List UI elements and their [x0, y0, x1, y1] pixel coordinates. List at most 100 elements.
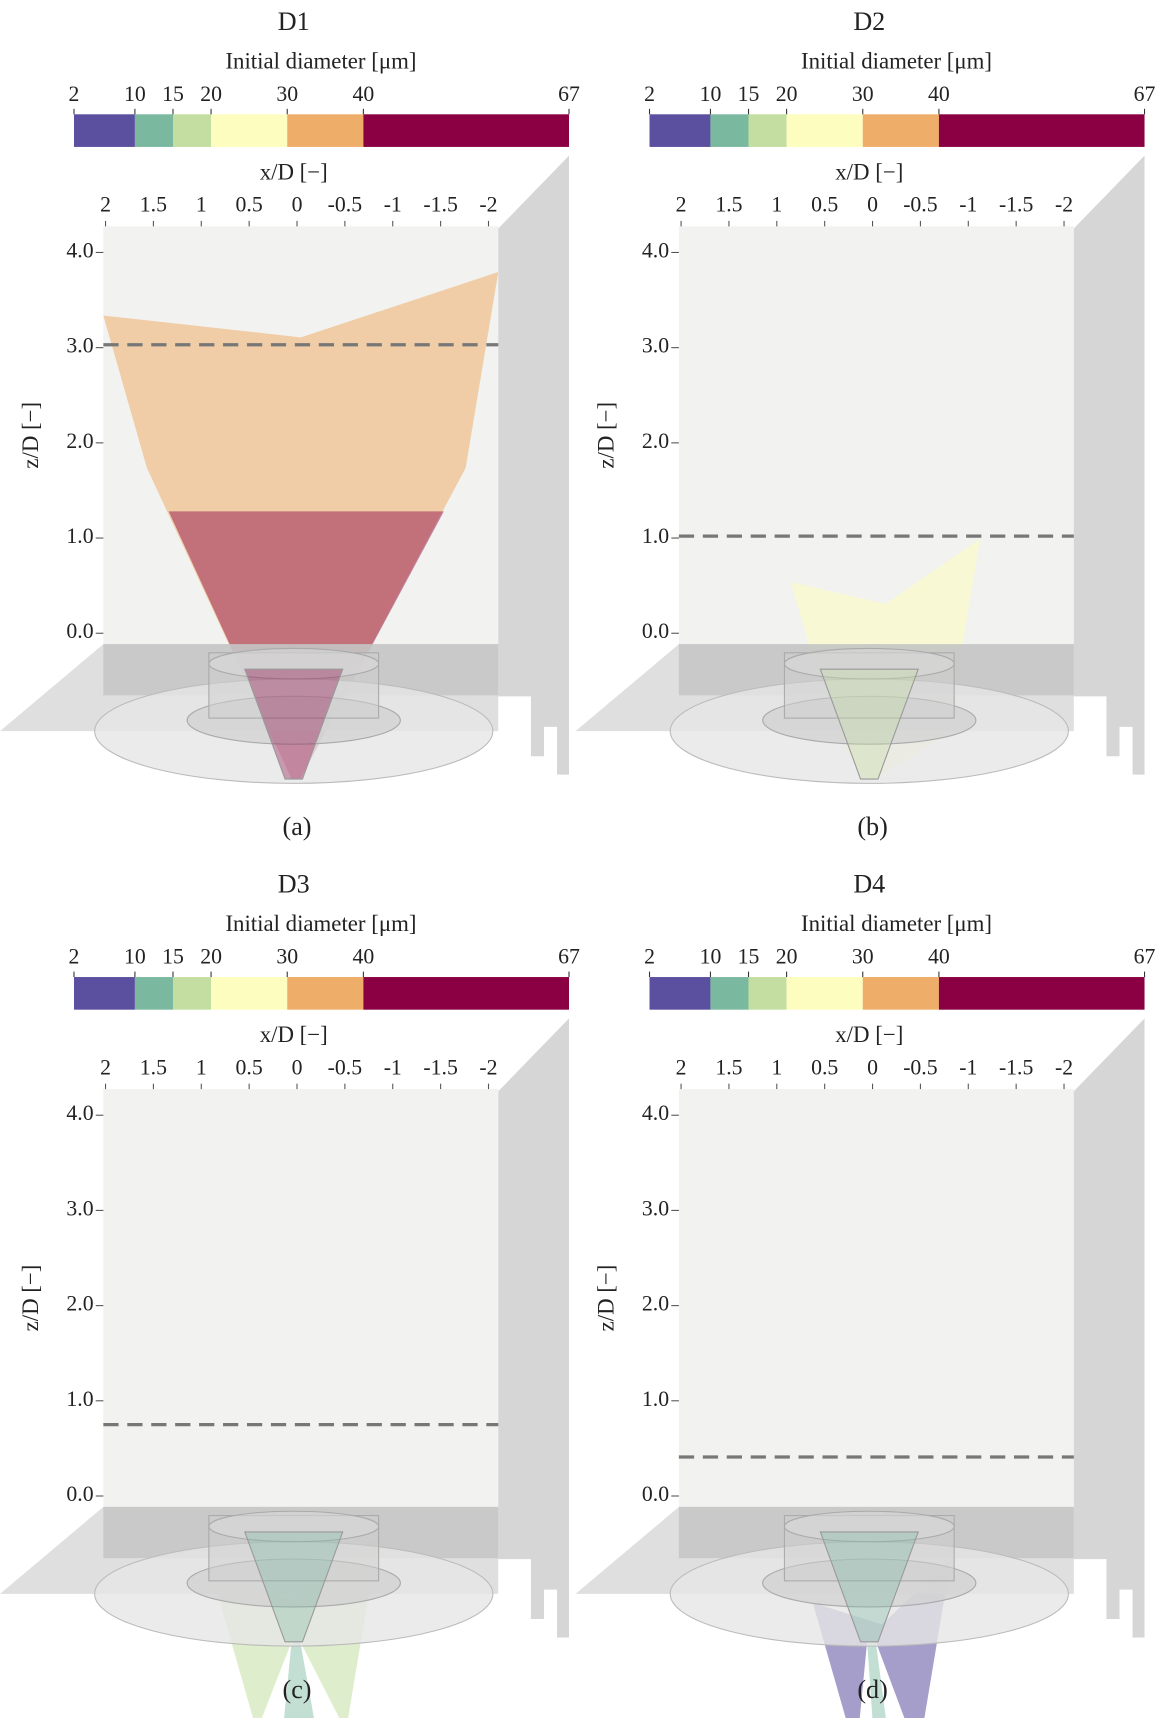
x-tick-label: -1.5	[423, 1056, 458, 1080]
colorbar-segment	[748, 114, 787, 147]
y-axis-label: z/D [−]	[18, 402, 43, 469]
x-axis-label: x/D [−]	[835, 159, 903, 184]
x-tick-label: 0	[867, 1056, 878, 1080]
side-wall	[498, 1018, 570, 1638]
spray	[103, 272, 499, 780]
y-tick-label: 0.0	[66, 619, 93, 643]
colorbar-segment	[363, 114, 570, 147]
x-axis-label: x/D [−]	[260, 159, 328, 184]
y-tick-label: 2.0	[642, 1292, 669, 1316]
y-axis-label: z/D [−]	[18, 1265, 43, 1332]
colorbar-segment	[786, 977, 863, 1010]
y-tick-label: 4.0	[66, 238, 93, 262]
panel-title: D1	[278, 7, 310, 36]
x-tick-label: -1	[959, 193, 977, 217]
x-tick-label: -2	[1055, 193, 1073, 217]
colorbar-tick-label: 40	[928, 82, 950, 106]
colorbar-tick-label: 10	[124, 82, 146, 106]
colorbar-tick-label: 30	[276, 82, 298, 106]
x-axis-label: x/D [−]	[835, 1022, 903, 1047]
colorbar-tick-label: 40	[353, 945, 375, 969]
x-tick-label: -1.5	[999, 1056, 1034, 1080]
nozzle-top	[208, 1510, 380, 1543]
nozzle-top	[783, 647, 955, 680]
y-tick-label: 0.0	[642, 619, 669, 643]
x-tick-label: 2	[100, 193, 111, 217]
x-tick-label: 2	[676, 193, 687, 217]
colorbar-segment	[862, 114, 939, 147]
y-tick-label: 2.0	[66, 429, 93, 453]
x-tick-label: 1.5	[715, 1056, 742, 1080]
y-tick-label: 0.0	[642, 1482, 669, 1506]
nozzle-top	[783, 1510, 955, 1543]
colorbar-segment	[73, 977, 135, 1010]
x-tick-label: -0.5	[903, 1056, 938, 1080]
x-tick-label: -1	[959, 1056, 977, 1080]
colorbar-segment	[938, 114, 1145, 147]
colorbar-segment	[134, 977, 173, 1010]
panel-title: D3	[278, 870, 310, 899]
colorbar-segment	[172, 114, 212, 147]
y-tick-label: 4.0	[642, 1101, 669, 1125]
colorbar-label: Initial diameter [μm]	[801, 911, 992, 936]
caption: (b)	[857, 812, 887, 841]
caption: (a)	[283, 812, 312, 841]
x-tick-label: -2	[479, 1056, 497, 1080]
y-tick-label: 4.0	[66, 1101, 93, 1125]
x-tick-label: -2	[1055, 1056, 1073, 1080]
colorbar-tick-label: 2	[644, 82, 655, 106]
y-tick-label: 2.0	[66, 1292, 93, 1316]
colorbar-tick-label: 20	[776, 82, 798, 106]
colorbar-tick-label: 40	[928, 945, 950, 969]
x-tick-label: 2	[100, 1056, 111, 1080]
x-tick-label: -1	[384, 193, 402, 217]
side-wall	[498, 155, 570, 775]
colorbar-segment	[649, 977, 711, 1010]
y-tick-label: 1.0	[642, 1387, 669, 1411]
x-tick-label: 1	[771, 1056, 782, 1080]
colorbar-segment	[363, 977, 570, 1010]
side-wall	[1073, 1018, 1145, 1638]
colorbar-tick-label: 10	[700, 82, 722, 106]
y-tick-label: 3.0	[642, 334, 669, 358]
colorbar-tick-label: 10	[124, 945, 146, 969]
colorbar-segment	[172, 977, 212, 1010]
back-wall	[678, 1089, 1074, 1560]
x-tick-label: 0.5	[811, 193, 838, 217]
colorbar-segment	[862, 977, 939, 1010]
y-tick-label: 0.0	[66, 1482, 93, 1506]
colorbar-tick-label: 15	[162, 945, 184, 969]
colorbar-tick-label: 2	[69, 945, 80, 969]
colorbar-tick-label: 2	[69, 82, 80, 106]
x-tick-label: 1	[196, 193, 207, 217]
x-tick-label: -2	[479, 193, 497, 217]
x-tick-label: 0.5	[811, 1056, 838, 1080]
colorbar-tick-label: 15	[738, 82, 760, 106]
back-wall	[103, 1089, 499, 1560]
y-axis-label: z/D [−]	[593, 1265, 618, 1332]
x-tick-label: 0	[292, 1056, 303, 1080]
x-tick-label: -0.5	[328, 1056, 363, 1080]
x-tick-label: 0.5	[236, 1056, 263, 1080]
x-tick-label: 0	[292, 193, 303, 217]
spray-core	[867, 1641, 886, 1718]
y-tick-label: 1.0	[66, 1387, 93, 1411]
colorbar-tick-label: 20	[776, 945, 798, 969]
x-tick-label: 0	[867, 193, 878, 217]
colorbar-label: Initial diameter [μm]	[225, 48, 416, 73]
colorbar-segment	[938, 977, 1145, 1010]
y-tick-label: 4.0	[642, 238, 669, 262]
colorbar-tick-label: 10	[700, 945, 722, 969]
y-tick-label: 1.0	[642, 524, 669, 548]
colorbar-tick-label: 67	[1134, 82, 1156, 106]
y-tick-label: 2.0	[642, 429, 669, 453]
x-tick-label: 0.5	[236, 193, 263, 217]
nozzle-top	[208, 647, 380, 680]
x-tick-label: -1	[384, 1056, 402, 1080]
y-tick-label: 3.0	[642, 1196, 669, 1220]
colorbar-tick-label: 30	[852, 82, 874, 106]
